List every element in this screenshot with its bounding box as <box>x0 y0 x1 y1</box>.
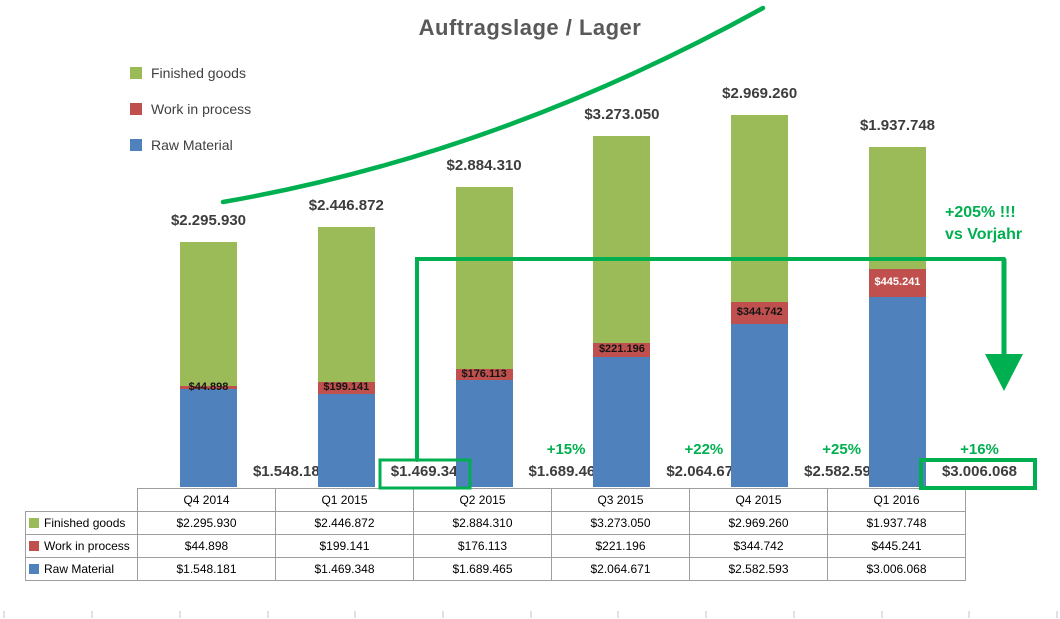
bar-segment-finished-goods <box>869 146 926 270</box>
bar-finished-goods-label: $2.969.260 <box>722 84 798 102</box>
table-row: Raw Material $1.548.181 $1.469.348 $1.689.4… <box>25 557 966 581</box>
legend-label: Finished goods <box>151 65 246 81</box>
table-column-header: Q2 2015 <box>413 488 552 512</box>
table-row-label: Work in process <box>44 539 130 553</box>
table-column-header: Q4 2015 <box>689 488 828 512</box>
table-cell: $445.241 <box>827 534 966 558</box>
table-cell: $2.969.260 <box>689 511 828 535</box>
legend-item: Work in process <box>130 99 251 119</box>
legend-item: Raw Material <box>130 135 251 155</box>
table-cell: $44.898 <box>137 534 276 558</box>
table-cell: $2.295.930 <box>137 511 276 535</box>
table-row: Work in process $44.898 $199.141 $176.113 $2… <box>25 534 966 558</box>
table-column-header: Q4 2014 <box>137 488 276 512</box>
table-cell: $2.064.671 <box>551 557 690 581</box>
table-row-swatch-icon <box>29 564 39 574</box>
table-cell: $2.884.310 <box>413 511 552 535</box>
bar-finished-goods-label: $2.295.930 <box>170 211 247 229</box>
growth-annotation: +22% <box>684 441 724 458</box>
legend-swatch-icon <box>130 139 142 151</box>
legend-label: Work in process <box>151 101 252 117</box>
table-row-header: Raw Material <box>25 557 138 581</box>
bar-segment-finished-goods <box>180 241 237 387</box>
table-cell: $221.196 <box>551 534 690 558</box>
table-cell: $3.006.068 <box>827 557 966 581</box>
bar-raw-material-label: $1.548.181 <box>252 463 329 480</box>
table-row-header: Work in process <box>25 534 138 558</box>
table-column-header: Q1 2016 <box>827 488 966 512</box>
bar-finished-goods-label: $2.446.872 <box>308 197 384 215</box>
bar-segment-work-in-process <box>317 381 375 395</box>
legend-swatch-icon <box>130 67 142 79</box>
bar-wip-label: $199.141 <box>323 381 370 393</box>
table-cell: $1.469.348 <box>275 557 414 581</box>
bar-raw-material-label: $2.582.593 <box>804 463 880 480</box>
growth-callout-line1: +205% !!! <box>945 204 1016 221</box>
bar-wip-label: $445.241 <box>874 276 921 289</box>
down-arrow-head-icon <box>985 354 1023 391</box>
chart-legend: Finished goods Work in process Raw Materia… <box>130 63 251 171</box>
bar-segment-finished-goods <box>317 227 375 382</box>
chart-title: Auftragslage / Lager <box>418 15 642 40</box>
bar-raw-material-label: $2.064.671 <box>666 463 742 480</box>
table-row-swatch-icon <box>29 518 39 528</box>
bar-wip-label: $176.113 <box>461 367 507 380</box>
legend-label: Raw Material <box>151 137 233 153</box>
bar-wip-label: $221.196 <box>598 342 645 355</box>
table-cell: $2.582.593 <box>689 557 828 581</box>
bottom-axis-ticks <box>3 611 1058 618</box>
bar-segment-finished-goods <box>731 114 789 303</box>
table-column-header: Q3 2015 <box>551 488 690 512</box>
bar-finished-goods-label: $3.273.050 <box>584 106 660 124</box>
bar-segment-work-in-process <box>180 386 237 390</box>
data-table: Q4 2014 Q1 2015 Q2 2015 Q3 2015 Q4 2015 Q1 20… <box>25 488 966 581</box>
growth-annotation: +15% <box>546 441 586 458</box>
bar-wip-label: $44.898 <box>188 380 229 393</box>
bar-segment-finished-goods <box>593 136 651 343</box>
bar-finished-goods-label: $1.937.748 <box>859 116 936 134</box>
table-cell: $199.141 <box>275 534 414 558</box>
table-cell: $1.937.748 <box>827 511 966 535</box>
growth-annotation: +16% <box>960 441 999 458</box>
growth-annotation: +25% <box>822 441 862 458</box>
legend-item: Finished goods <box>130 63 251 83</box>
table-cell: $2.446.872 <box>275 511 414 535</box>
bar-finished-goods-label: $2.884.310 <box>446 157 522 175</box>
table-cell: $1.548.181 <box>137 557 276 581</box>
table-column-header: Q1 2015 <box>275 488 414 512</box>
table-row: Finished goods $2.295.930 $2.446.872 $2.884… <box>25 511 966 535</box>
bar-segment-raw-material <box>317 394 375 487</box>
table-corner-cell <box>26 489 138 512</box>
bar-raw-material-label: $3.006.068 <box>941 463 1018 480</box>
table-cell: $176.113 <box>413 534 552 558</box>
growth-callout: +205% !!! vs Vorjahr <box>945 202 1022 246</box>
legend-swatch-icon <box>130 103 142 115</box>
table-cell: $1.689.465 <box>413 557 552 581</box>
table-row-swatch-icon <box>29 541 39 551</box>
bar-segment-raw-material <box>869 297 926 487</box>
table-cell: $3.273.050 <box>551 511 690 535</box>
bar-raw-material-label: $1.689.465 <box>528 463 604 480</box>
bar-segment-raw-material <box>180 389 237 487</box>
growth-callout-line2: vs Vorjahr <box>945 226 1023 243</box>
table-row-label: Raw Material <box>44 562 115 576</box>
bar-wip-label: $344.742 <box>736 306 783 319</box>
table-cell: $344.742 <box>689 534 828 558</box>
bar-segment-finished-goods <box>455 187 513 370</box>
table-row-label: Finished goods <box>44 516 126 530</box>
table-row-header: Finished goods <box>25 511 138 535</box>
